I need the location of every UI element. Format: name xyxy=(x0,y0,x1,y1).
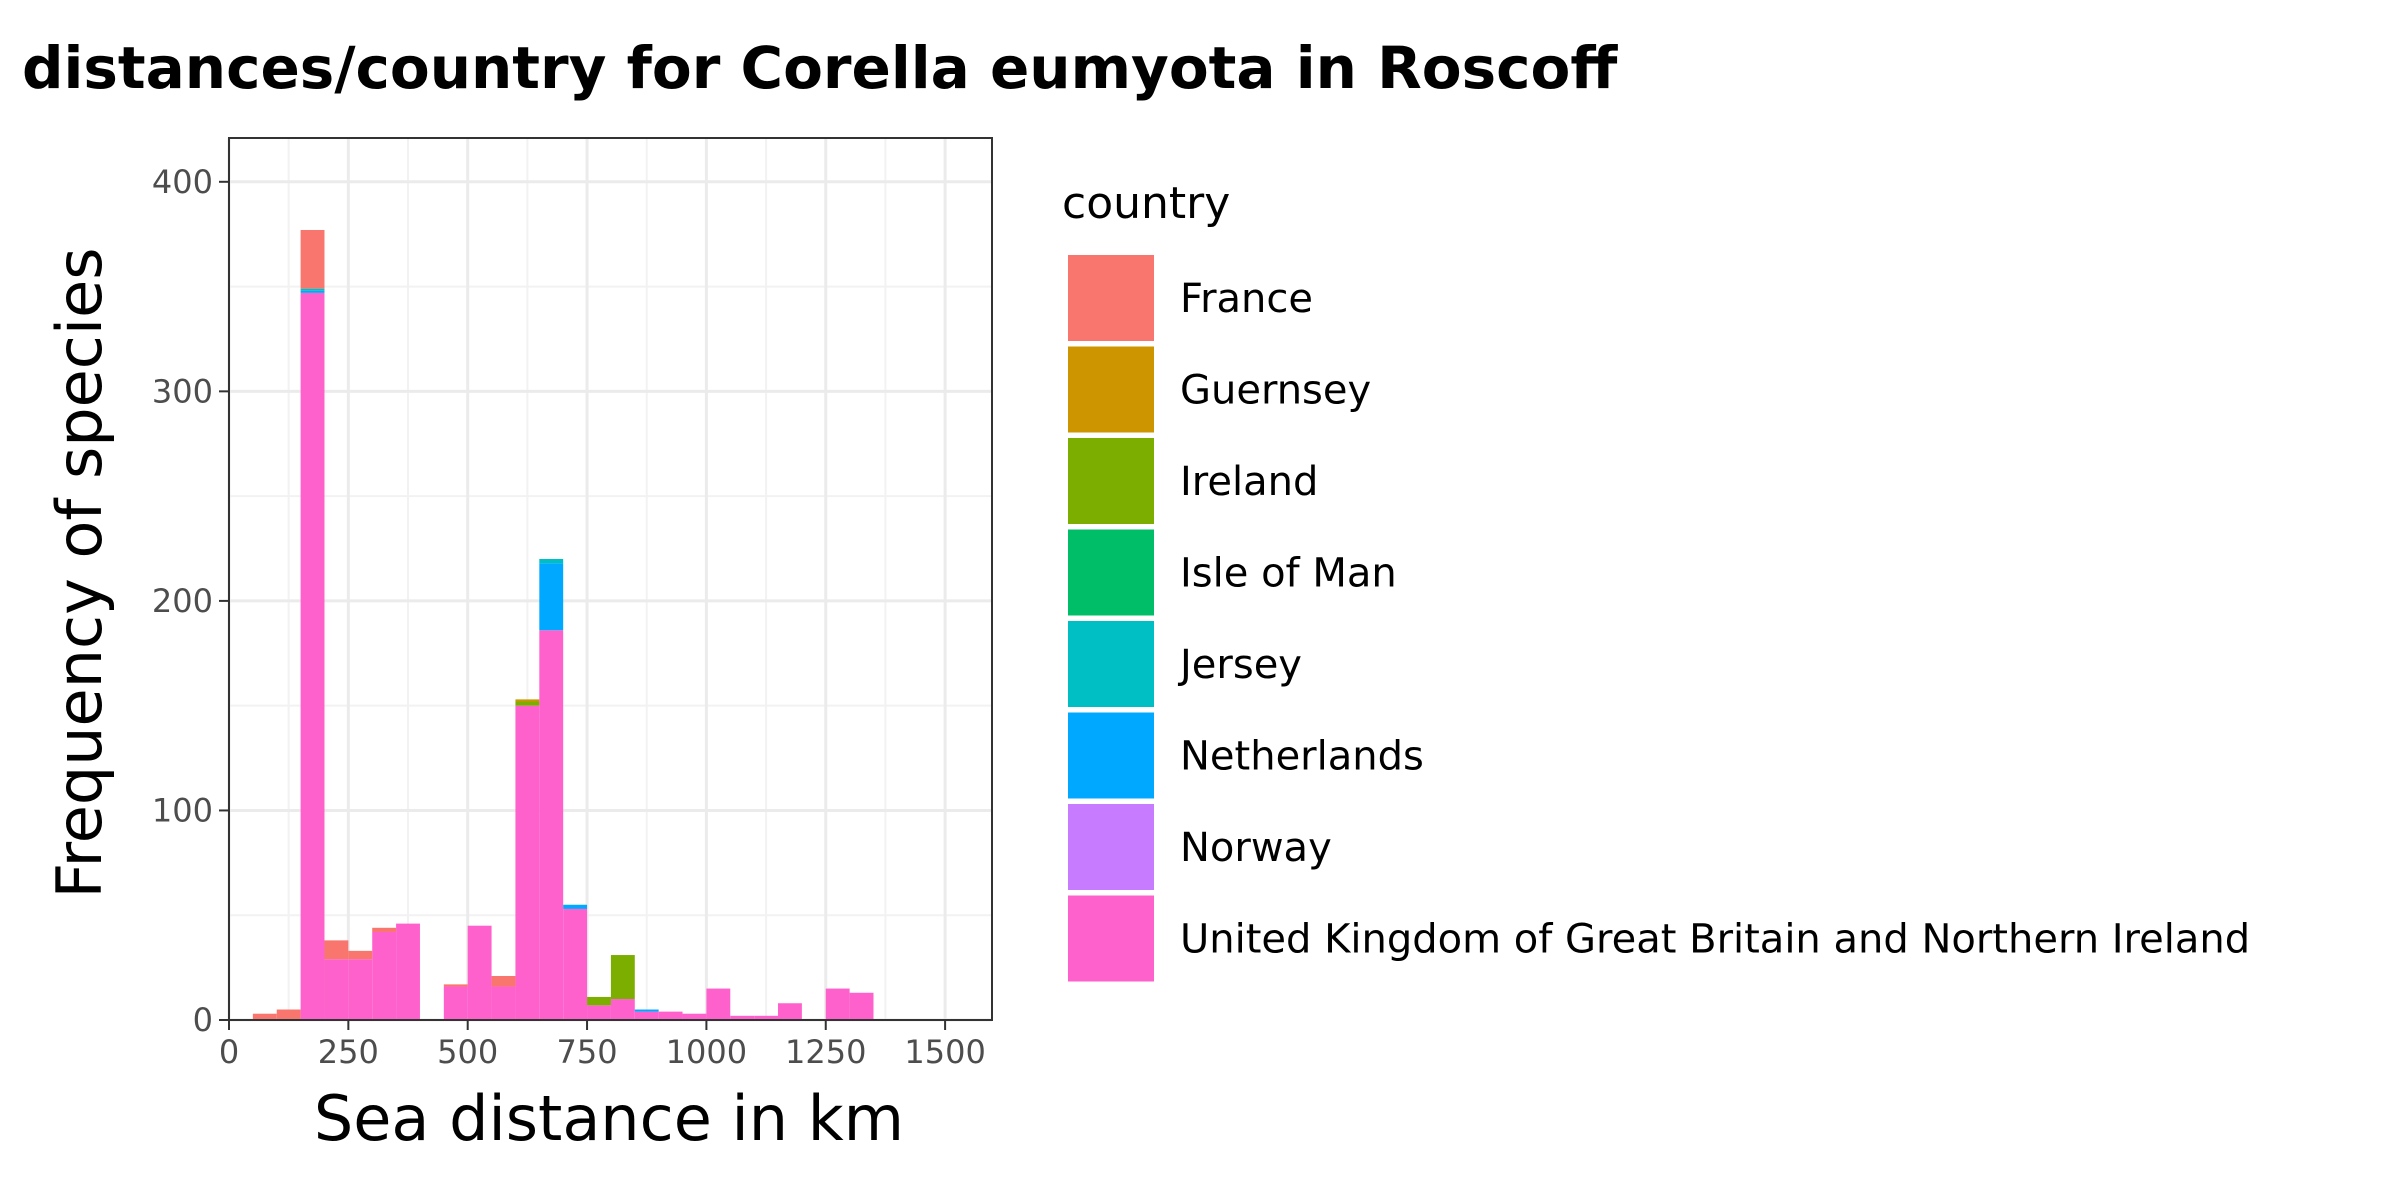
bar-segment xyxy=(849,992,874,1020)
bar-segment xyxy=(563,904,588,909)
legend-label: United Kingdom of Great Britain and Nort… xyxy=(1180,917,2250,963)
bar-segment xyxy=(754,1015,779,1020)
bar-segment xyxy=(658,1011,683,1020)
bar-segment xyxy=(515,701,540,706)
x-tick-label: 1000 xyxy=(666,1033,747,1071)
legend-key xyxy=(1068,346,1154,433)
legend-key xyxy=(1068,255,1154,341)
legend-key xyxy=(1068,438,1154,524)
x-tick-label: 1500 xyxy=(904,1033,985,1071)
bar-segment xyxy=(324,959,349,1020)
legend-label: France xyxy=(1180,276,1313,322)
bar-segment xyxy=(539,630,564,1020)
legend-label: Netherlands xyxy=(1180,734,1424,780)
legend-title: country xyxy=(1062,178,1230,229)
legend-label: Norway xyxy=(1180,825,1332,871)
bar-segment xyxy=(610,955,635,1000)
legend: country France Guernsey Ireland Isle of Man… xyxy=(1062,178,2250,982)
bar-segment xyxy=(300,292,325,1020)
y-tick-label: 0 xyxy=(193,1001,213,1039)
x-axis-title: Sea distance in km xyxy=(314,1082,904,1155)
bar-segment xyxy=(587,996,611,1006)
y-tick-label: 200 xyxy=(152,582,213,620)
bar-segment xyxy=(372,927,397,932)
x-tick-label: 250 xyxy=(318,1033,379,1071)
bar-segment xyxy=(730,1015,755,1020)
x-tick-label: 0 xyxy=(219,1033,239,1071)
panel-background xyxy=(229,138,992,1020)
bar-segment xyxy=(634,1011,659,1020)
chart-title: distances/country for Corella eumyota in… xyxy=(22,34,1618,102)
bar-segment xyxy=(491,975,516,987)
legend-key xyxy=(1068,895,1154,982)
legend-label: Guernsey xyxy=(1180,368,1371,414)
legend-key xyxy=(1068,804,1154,890)
x-tick-label: 750 xyxy=(557,1033,618,1071)
bar-segment xyxy=(300,229,325,289)
bar-segment xyxy=(252,1013,277,1020)
bar-segment xyxy=(539,563,564,631)
bar-segment xyxy=(300,288,325,291)
bar-segment xyxy=(682,1013,707,1020)
panel-border xyxy=(228,137,993,1021)
bar-segment xyxy=(443,984,468,987)
bar-segment xyxy=(348,950,373,960)
bar-segment xyxy=(563,908,588,1020)
y-tick-label: 300 xyxy=(152,372,213,410)
bar-segment xyxy=(778,1003,802,1020)
bar-segment xyxy=(634,1009,659,1012)
bar-segment xyxy=(396,923,420,1020)
legend-label: Jersey xyxy=(1177,642,1302,688)
bar-segment xyxy=(825,988,850,1020)
bar-segment xyxy=(706,988,731,1020)
bar-segment xyxy=(610,999,635,1020)
bar-segment xyxy=(515,699,540,702)
legend-key xyxy=(1068,621,1154,707)
bar-segment xyxy=(587,1005,611,1020)
y-tick-label: 400 xyxy=(152,163,213,201)
bar-segment xyxy=(324,940,349,960)
bar-segment xyxy=(539,558,564,564)
bar-segment xyxy=(515,705,540,1020)
bar-segment xyxy=(372,931,397,1020)
x-tick-label: 1250 xyxy=(785,1033,866,1071)
bar-segment xyxy=(300,290,325,293)
bar-segment xyxy=(491,986,516,1020)
x-tick-label: 500 xyxy=(437,1033,498,1071)
y-axis-title: Frequency of species xyxy=(43,247,116,898)
plot-area: 0 250 500 750 1000 1250 1500 0 100 200 300 400 xyxy=(152,137,993,1071)
bar-segment xyxy=(348,959,373,1020)
bar-segment xyxy=(467,925,492,1020)
legend-key xyxy=(1068,529,1154,616)
bar-segment xyxy=(443,986,468,1020)
bar-segment xyxy=(276,1009,301,1020)
legend-key xyxy=(1068,712,1154,799)
legend-label: Isle of Man xyxy=(1180,551,1397,597)
y-tick-label: 100 xyxy=(152,791,213,829)
legend-label: Ireland xyxy=(1180,459,1318,505)
